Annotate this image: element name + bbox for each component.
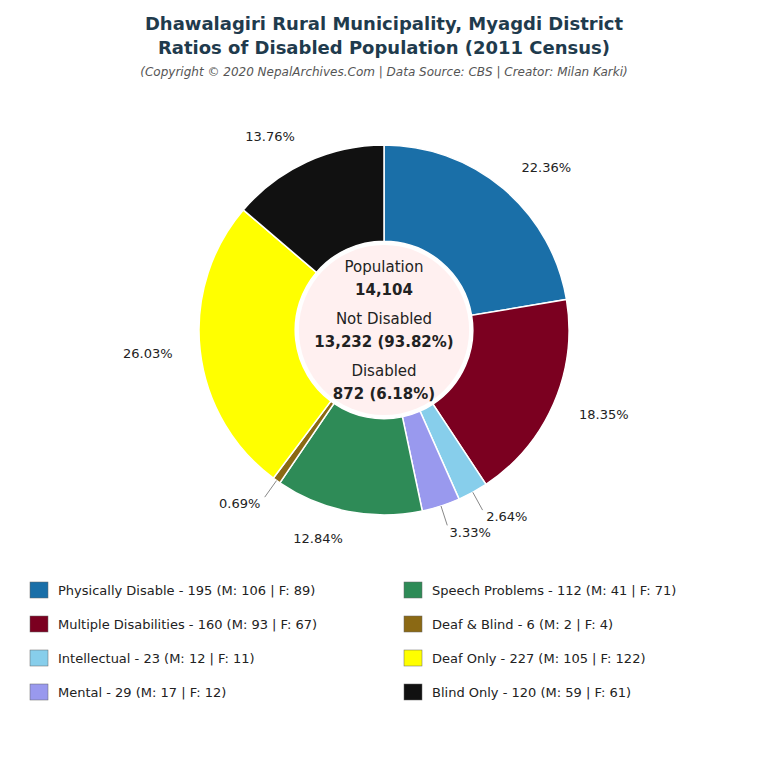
center-label: Disabled — [351, 362, 416, 380]
legend-swatch — [30, 616, 48, 632]
legend-swatch — [30, 582, 48, 598]
data-label: 22.36% — [521, 160, 571, 175]
legend-swatch — [404, 684, 422, 700]
legend-label: Mental - 29 (M: 17 | F: 12) — [58, 685, 226, 700]
title: Dhawalagiri Rural Municipality, Myagdi D… — [145, 13, 624, 34]
legend-swatch — [404, 582, 422, 598]
center-label: 872 (6.18%) — [333, 385, 435, 403]
data-label: 0.69% — [219, 496, 260, 511]
legend-label: Blind Only - 120 (M: 59 | F: 61) — [432, 685, 631, 700]
data-label: 3.33% — [450, 525, 491, 540]
data-label: 12.84% — [293, 531, 343, 546]
data-label: 18.35% — [579, 407, 629, 422]
legend-label: Physically Disable - 195 (M: 106 | F: 89… — [58, 583, 315, 598]
leader-line — [473, 492, 483, 510]
title: Ratios of Disabled Population (2011 Cens… — [158, 37, 610, 58]
legend-swatch — [30, 650, 48, 666]
legend-label: Deaf & Blind - 6 (M: 2 | F: 4) — [432, 617, 613, 632]
chart: Dhawalagiri Rural Municipality, Myagdi D… — [0, 0, 768, 768]
data-label: 26.03% — [123, 346, 173, 361]
legend-label: Speech Problems - 112 (M: 41 | F: 71) — [432, 583, 676, 598]
center-label: 14,104 — [355, 281, 413, 299]
subtitle: (Copyright © 2020 NepalArchives.Com | Da… — [140, 65, 627, 79]
background — [0, 0, 768, 768]
center-disc — [299, 245, 469, 415]
legend: Physically Disable - 195 (M: 106 | F: 89… — [30, 582, 676, 700]
legend-swatch — [404, 650, 422, 666]
leader-line — [441, 506, 447, 525]
legend-label: Deaf Only - 227 (M: 105 | F: 122) — [432, 651, 645, 666]
data-label: 13.76% — [245, 129, 295, 144]
legend-swatch — [404, 616, 422, 632]
legend-label: Intellectual - 23 (M: 12 | F: 11) — [58, 651, 255, 666]
center-label: Not Disabled — [336, 310, 432, 328]
data-labels: 22.36% 18.35% 2.64%3.33% 12.84% 0.69% 26.03% 1… — [123, 129, 629, 546]
leader-line — [265, 481, 277, 498]
legend-swatch — [30, 684, 48, 700]
slices — [199, 145, 569, 515]
center-label: 13,232 (93.82%) — [314, 333, 453, 351]
center-label: Population — [345, 258, 424, 276]
legend-label: Multiple Disabilities - 160 (M: 93 | F: … — [58, 617, 317, 632]
data-label: 2.64% — [486, 509, 527, 524]
